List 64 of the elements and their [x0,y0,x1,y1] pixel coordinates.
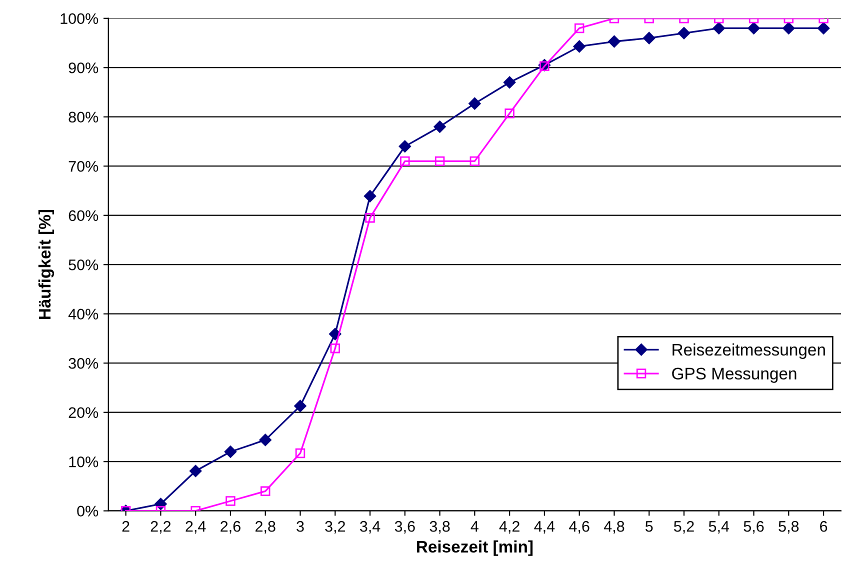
x-tick-label: 2,8 [256,520,276,534]
point [329,328,342,340]
point [189,464,202,478]
x-tick-label: 2,4 [186,520,206,534]
x-tick-label: 2,2 [150,520,171,534]
point [468,97,481,110]
y-tick-label: 30% [68,358,98,369]
point [400,156,410,166]
x-tick-label: 3,8 [430,520,450,534]
x-tick-label: 4 [470,521,478,532]
y-tick-label: 50% [68,259,98,270]
x-tick-label: 4,4 [534,521,555,534]
point [365,212,375,223]
y-tick-label: 100% [60,13,98,24]
point [434,120,446,133]
point [817,22,830,34]
point [470,156,480,166]
x-tick-label: 3,6 [394,520,415,534]
point [295,448,306,458]
point [259,434,272,446]
y-tick-label: 0% [77,506,98,517]
point [294,400,306,412]
point [398,140,412,153]
point [643,32,656,44]
x-tick-label: 3 [296,520,304,532]
point [574,23,584,34]
point [782,22,795,34]
y-tick-label: 60% [68,210,98,222]
x-tick-label: 5,8 [778,520,799,534]
y-tick-label: 20% [68,407,98,418]
point [260,486,270,496]
point [712,22,725,34]
legend-label: Reisezeitmessungen [672,343,825,359]
point [434,156,445,166]
x-tick-label: 5,4 [708,521,730,534]
y-tick-label: 40% [68,308,98,320]
point [678,27,690,40]
point [224,446,237,458]
x-tick-label: 5 [645,521,653,532]
x-tick-label: 4,8 [604,520,624,534]
x-tick-label: 5,6 [744,520,764,534]
x-tick-label: 6 [820,520,828,532]
y-tick-label: 90% [68,62,98,74]
x-tick-label: 3,2 [325,520,345,534]
x-tick-label: 2 [122,520,130,532]
point [748,22,760,34]
point [503,76,516,88]
y-tick-label: 10% [69,456,98,468]
x-tick-label: 4,2 [499,520,520,534]
x-tick-label: 4,6 [569,520,590,534]
point [504,108,514,118]
point [608,35,620,48]
y-tick-label: 70% [68,160,98,172]
y-tick-label: 80% [68,112,98,123]
x-tick-label: 3,4 [360,520,380,534]
legend-label: GPS Messungen [672,368,796,383]
point [573,40,586,53]
point [330,343,340,354]
point [364,190,376,202]
x-tick-label: 2,6 [220,520,240,534]
y-axis-title: Häufigkeit [%] [38,210,54,320]
point [226,496,236,506]
x-axis-title: Reisezeit [min] [416,540,533,556]
x-tick-label: 5,2 [674,520,694,534]
